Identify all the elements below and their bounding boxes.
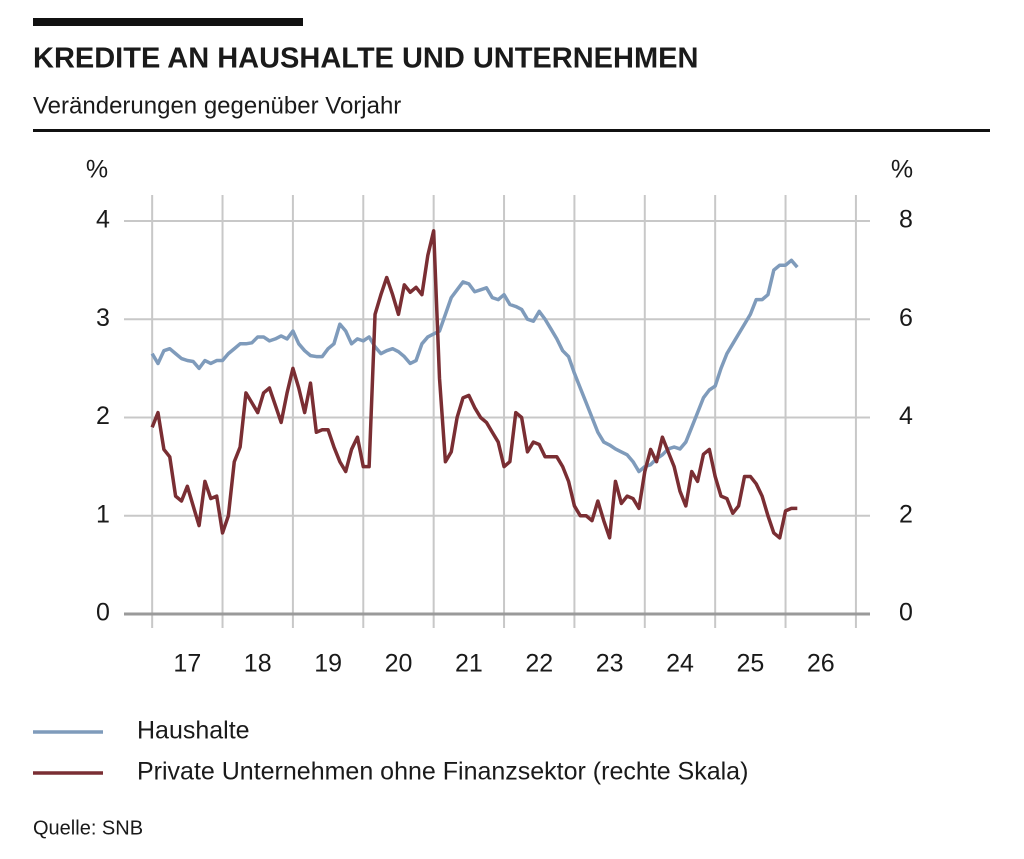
chart-title: KREDITE AN HAUSHALTE UND UNTERNEHMEN [33,43,698,75]
x-tick-label: 26 [807,650,835,678]
x-tick-label: 17 [173,650,201,678]
source: Quelle: SNB [33,817,143,839]
x-tick-label: 25 [736,650,764,678]
y-tick-label: 3 [96,304,110,332]
y2-tick-label: 4 [899,402,913,430]
y2-tick-label: 8 [899,206,913,234]
x-tick-label: 19 [314,650,342,678]
x-tick-label: 22 [525,650,553,678]
y-tick-label: 0 [96,599,110,627]
top-bar [33,18,303,26]
y2-tick-label: 2 [899,500,913,528]
y-tick-label: 1 [96,500,110,528]
x-tick-label: 21 [455,650,483,678]
legend-label: Haushalte [137,717,250,745]
y2-tick-label: 6 [899,304,913,332]
series-line [150,229,798,540]
x-tick-label: 20 [385,650,413,678]
chart-subtitle: Veränderungen gegenüber Vorjahr [33,92,401,119]
x-tick-label: 18 [244,650,272,678]
series-line [150,258,799,474]
y-tick-label: 2 [96,402,110,430]
y-unit: % [86,156,108,184]
header-rule [33,129,990,132]
y-tick-label: 4 [96,206,110,234]
legend-label: Private Unternehmen ohne Finanzsektor (r… [137,758,748,786]
x-tick-label: 24 [666,650,694,678]
y2-tick-label: 0 [899,599,913,627]
y2-unit: % [891,156,913,184]
x-tick-label: 23 [596,650,624,678]
